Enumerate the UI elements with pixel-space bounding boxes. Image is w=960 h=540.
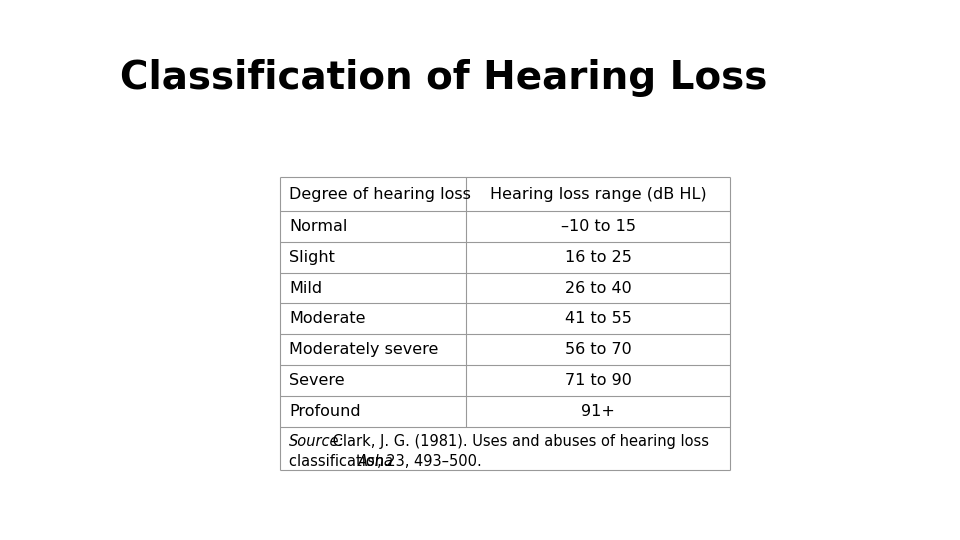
Text: Moderately severe: Moderately severe bbox=[289, 342, 439, 357]
Text: classification.: classification. bbox=[289, 454, 394, 469]
Text: 41 to 55: 41 to 55 bbox=[564, 312, 632, 326]
Text: 56 to 70: 56 to 70 bbox=[564, 342, 632, 357]
Text: 71 to 90: 71 to 90 bbox=[564, 373, 632, 388]
Text: Moderate: Moderate bbox=[289, 312, 366, 326]
Text: 91+: 91+ bbox=[581, 404, 615, 418]
Text: Degree of hearing loss: Degree of hearing loss bbox=[289, 187, 470, 201]
Text: Hearing loss range (dB HL): Hearing loss range (dB HL) bbox=[490, 187, 707, 201]
Text: Source:: Source: bbox=[289, 434, 345, 449]
Text: Profound: Profound bbox=[289, 404, 361, 418]
Text: Classification of Hearing Loss: Classification of Hearing Loss bbox=[120, 59, 767, 97]
Text: 26 to 40: 26 to 40 bbox=[564, 281, 632, 295]
Text: 16 to 25: 16 to 25 bbox=[564, 250, 632, 265]
Text: , 23, 493–500.: , 23, 493–500. bbox=[376, 454, 481, 469]
Text: Asha: Asha bbox=[357, 454, 394, 469]
Text: –10 to 15: –10 to 15 bbox=[561, 219, 636, 234]
Text: Mild: Mild bbox=[289, 281, 322, 295]
Text: Severe: Severe bbox=[289, 373, 345, 388]
Text: Normal: Normal bbox=[289, 219, 348, 234]
Text: Slight: Slight bbox=[289, 250, 335, 265]
Text: Clark, J. G. (1981). Uses and abuses of hearing loss: Clark, J. G. (1981). Uses and abuses of … bbox=[327, 434, 708, 449]
